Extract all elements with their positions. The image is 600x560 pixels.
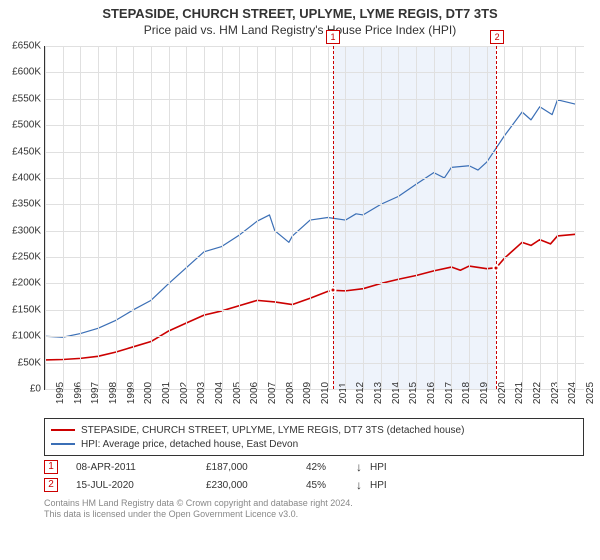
down-arrow-icon: ↓	[356, 478, 370, 492]
y-axis-label: £350K	[12, 199, 41, 210]
y-axis-label: £300K	[12, 225, 41, 236]
gridline-v	[116, 46, 117, 389]
sale-dot	[493, 264, 500, 271]
y-axis-label: £150K	[12, 304, 41, 315]
legend-label: HPI: Average price, detached house, East…	[81, 439, 298, 450]
y-axis-label: £450K	[12, 146, 41, 157]
sales-table: 1 08-APR-2011£187,00042%↓HPI 2 15-JUL-2020£…	[44, 458, 584, 494]
gridline-h	[45, 204, 584, 205]
y-axis-label: £50K	[18, 357, 41, 368]
gridline-v	[345, 46, 346, 389]
gridline-h	[45, 125, 584, 126]
gridline-v	[169, 46, 170, 389]
chart-title: STEPASIDE, CHURCH STREET, UPLYME, LYME R…	[0, 0, 600, 21]
chart-subtitle: Price paid vs. HM Land Registry's House …	[0, 21, 600, 43]
y-axis-label: £250K	[12, 252, 41, 263]
sale-price: £230,000	[206, 480, 306, 491]
gridline-v	[45, 46, 46, 389]
gridline-h	[45, 178, 584, 179]
gridline-v	[522, 46, 523, 389]
gridline-v	[151, 46, 152, 389]
sale-date: 15-JUL-2020	[76, 480, 206, 491]
gridline-h	[45, 46, 584, 47]
sale-marker-badge: 1	[326, 30, 340, 44]
gridline-v	[451, 46, 452, 389]
gridline-h	[45, 310, 584, 311]
gridline-v	[186, 46, 187, 389]
gridline-v	[310, 46, 311, 389]
line-layer	[45, 46, 584, 389]
sale-dot	[329, 287, 336, 294]
gridline-v	[63, 46, 64, 389]
gridline-v	[398, 46, 399, 389]
chart-area: £0£50K£100K£150K£200K£250K£300K£350K£400…	[44, 46, 584, 390]
sale-vs-label: HPI	[370, 462, 387, 473]
gridline-v	[434, 46, 435, 389]
gridline-v	[204, 46, 205, 389]
gridline-v	[363, 46, 364, 389]
sale-date: 08-APR-2011	[76, 462, 206, 473]
y-axis-label: £0	[30, 384, 41, 395]
gridline-v	[98, 46, 99, 389]
gridline-v	[239, 46, 240, 389]
gridline-v	[292, 46, 293, 389]
y-axis-label: £100K	[12, 331, 41, 342]
gridline-v	[575, 46, 576, 389]
y-axis-label: £200K	[12, 278, 41, 289]
gridline-v	[381, 46, 382, 389]
sale-row-badge: 1	[44, 460, 58, 474]
sale-pct: 45%	[306, 480, 356, 491]
plot-area: £0£50K£100K£150K£200K£250K£300K£350K£400…	[44, 46, 584, 390]
gridline-v	[257, 46, 258, 389]
gridline-h	[45, 152, 584, 153]
y-axis-label: £600K	[12, 67, 41, 78]
sale-vs-label: HPI	[370, 480, 387, 491]
y-axis-label: £400K	[12, 172, 41, 183]
gridline-v	[80, 46, 81, 389]
legend-swatch	[51, 443, 75, 445]
gridline-h	[45, 363, 584, 364]
y-axis-label: £500K	[12, 120, 41, 131]
legend-label: STEPASIDE, CHURCH STREET, UPLYME, LYME R…	[81, 425, 464, 436]
gridline-v	[133, 46, 134, 389]
sale-marker-badge: 2	[490, 30, 504, 44]
gridline-h	[45, 257, 584, 258]
x-axis-label: 2025	[575, 382, 596, 404]
gridline-h	[45, 231, 584, 232]
sale-marker-line	[333, 46, 334, 389]
footnote-line-1: Contains HM Land Registry data © Crown c…	[44, 498, 584, 509]
sale-marker-line	[496, 46, 497, 389]
footnote: Contains HM Land Registry data © Crown c…	[44, 498, 584, 521]
sale-price: £187,000	[206, 462, 306, 473]
gridline-v	[469, 46, 470, 389]
gridline-h	[45, 99, 584, 100]
footnote-line-2: This data is licensed under the Open Gov…	[44, 509, 584, 520]
gridline-v	[328, 46, 329, 389]
sale-row: 2 15-JUL-2020£230,00045%↓HPI	[44, 476, 584, 494]
legend-swatch	[51, 429, 75, 431]
sale-row: 1 08-APR-2011£187,00042%↓HPI	[44, 458, 584, 476]
gridline-v	[416, 46, 417, 389]
gridline-v	[275, 46, 276, 389]
gridline-h	[45, 72, 584, 73]
gridline-h	[45, 283, 584, 284]
sale-pct: 42%	[306, 462, 356, 473]
gridline-v	[557, 46, 558, 389]
gridline-v	[540, 46, 541, 389]
gridline-v	[222, 46, 223, 389]
gridline-v	[504, 46, 505, 389]
legend-row: HPI: Average price, detached house, East…	[51, 437, 577, 451]
gridline-v	[487, 46, 488, 389]
legend-row: STEPASIDE, CHURCH STREET, UPLYME, LYME R…	[51, 423, 577, 437]
down-arrow-icon: ↓	[356, 460, 370, 474]
legend: STEPASIDE, CHURCH STREET, UPLYME, LYME R…	[44, 418, 584, 456]
gridline-h	[45, 336, 584, 337]
y-axis-label: £550K	[12, 93, 41, 104]
sale-row-badge: 2	[44, 478, 58, 492]
y-axis-label: £650K	[12, 41, 41, 52]
